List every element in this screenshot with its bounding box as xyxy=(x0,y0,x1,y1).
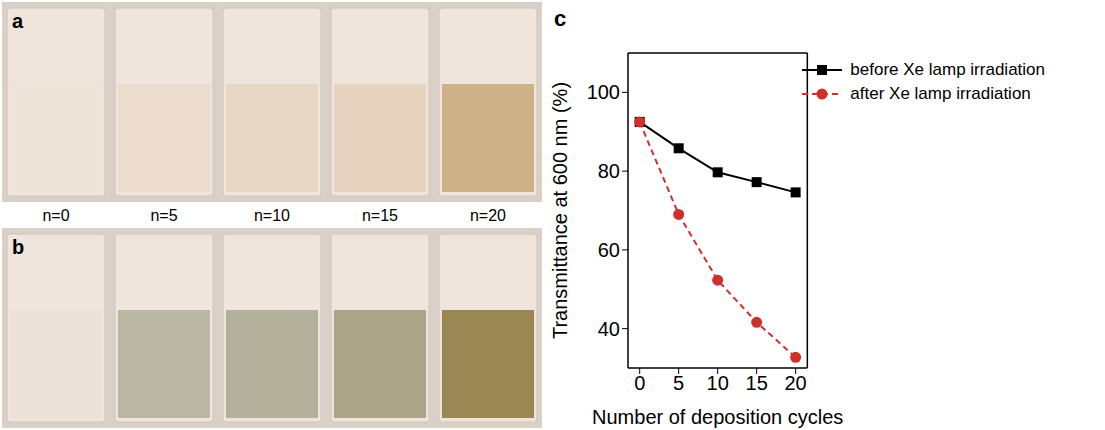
svg-text:5: 5 xyxy=(673,372,684,394)
svg-text:n=10: n=10 xyxy=(254,207,290,224)
svg-text:b: b xyxy=(12,236,24,258)
html-text:after Xe lamp irradiation: after Xe lamp irradiation xyxy=(850,84,1031,103)
svg-text:15: 15 xyxy=(746,372,768,394)
svg-text:Transmittance at 600 nm (%): Transmittance at 600 nm (%) xyxy=(549,82,571,339)
svg-text:Number of deposition cycles: Number of deposition cycles xyxy=(592,406,843,428)
svg-text:40: 40 xyxy=(598,318,620,340)
svg-text:100: 100 xyxy=(587,81,620,103)
svg-text:a: a xyxy=(12,10,24,32)
svg-text:n=15: n=15 xyxy=(362,207,398,224)
svg-text:n=20: n=20 xyxy=(470,207,506,224)
html-text:c: c xyxy=(554,6,567,31)
svg-text:n=5: n=5 xyxy=(150,207,177,224)
svg-text:n=0: n=0 xyxy=(42,207,69,224)
svg-text:0: 0 xyxy=(634,372,645,394)
html-text:before Xe lamp irradiation: before Xe lamp irradiation xyxy=(850,60,1045,79)
svg-text:80: 80 xyxy=(598,160,620,182)
svg-text:20: 20 xyxy=(785,372,807,394)
svg-text:10: 10 xyxy=(707,372,729,394)
svg-text:60: 60 xyxy=(598,239,620,261)
